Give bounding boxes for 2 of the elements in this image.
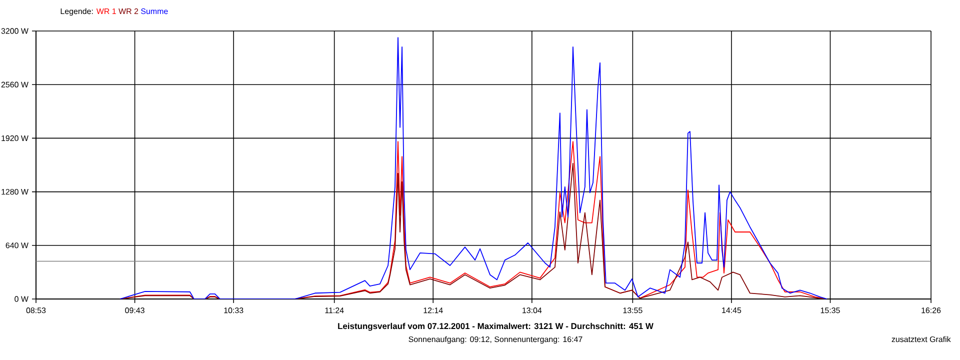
text: Leistungsverlauf vom 07.12.2001 - Maximalwert: 3121 W - Durchschnitt: 451 W [338, 322, 654, 331]
line-series [120, 37, 828, 299]
